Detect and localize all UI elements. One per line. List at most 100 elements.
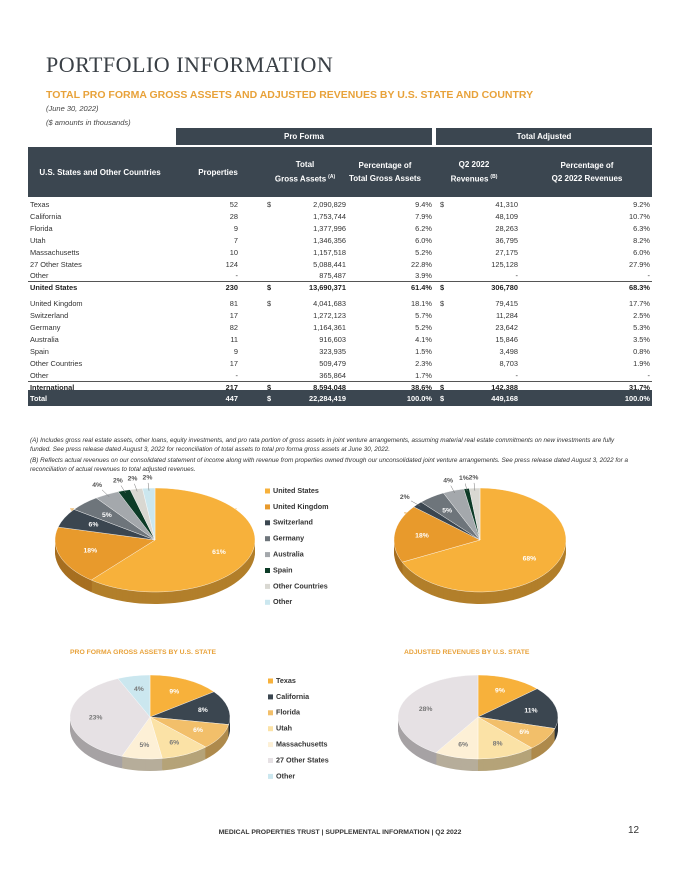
legend-swatch <box>268 726 273 732</box>
table-cell: $ <box>267 283 272 293</box>
column-header-line: Q2 2022 <box>458 160 490 170</box>
group-header: Total Adjusted <box>516 132 572 141</box>
leader-line <box>450 485 455 494</box>
column-header: Percentage of Q2 2022 Revenues <box>517 147 657 197</box>
table-cell: Utah <box>30 235 46 245</box>
table-cell: 1,272,123 <box>313 311 346 321</box>
table-cell: 6.0% <box>415 235 432 245</box>
table-cell: 125,128 <box>491 259 518 269</box>
table-cell: Massachusetts <box>30 247 80 257</box>
column-header-line: Percentage of <box>560 161 614 170</box>
table-cell: 3.5% <box>633 335 650 344</box>
table-cell: $ <box>440 393 445 403</box>
subtotal-rule <box>28 380 652 382</box>
table-cell: United Kingdom <box>30 299 83 309</box>
table-cell: 52 <box>229 200 238 209</box>
table-cell: Other <box>30 370 49 380</box>
table-cell: 10 <box>229 247 238 257</box>
chart-title: PRO FORMA GROSS ASSETS BY U.S. STATE <box>70 649 216 656</box>
table-cell: 7 <box>233 235 238 245</box>
table-cell: 61.4% <box>411 283 432 293</box>
table-cell: $ <box>267 382 272 392</box>
table-cell: 8,594,048 <box>313 382 346 392</box>
column-header-line: Gross Assets (A) <box>274 174 336 184</box>
slice-label: 23% <box>89 715 103 722</box>
table-cell: 2.5% <box>633 311 650 321</box>
table-cell: $ <box>440 299 445 309</box>
column-header-line: Percentage of <box>358 161 412 170</box>
table-cell: 9.4% <box>415 200 432 209</box>
table-cell: Florida <box>30 223 53 233</box>
column-header-line: Revenues (B) <box>450 174 498 184</box>
table-cell: 1.5% <box>415 346 432 356</box>
table-cell: 31.7% <box>629 382 650 392</box>
slice <box>397 674 479 753</box>
slice-label: 61% <box>212 549 226 556</box>
table-cell: 5.3% <box>633 323 650 333</box>
table-cell: 11 <box>230 335 238 344</box>
page-number: 12 <box>628 825 640 836</box>
table-cell: 3,498 <box>499 346 519 356</box>
slice <box>393 506 481 563</box>
table-cell: 2,090,829 <box>313 200 346 209</box>
slice <box>477 688 559 729</box>
slice-label: 5% <box>442 508 452 515</box>
table-cell: 1,753,744 <box>313 211 346 221</box>
table-cell: 323,935 <box>319 346 346 356</box>
table-cell: 9 <box>233 346 238 356</box>
table-cell: 1.7% <box>415 370 432 380</box>
table-cell: 5.2% <box>415 323 432 333</box>
table-cell: 509,479 <box>319 358 346 368</box>
table-cell: 0.8% <box>633 346 650 356</box>
table-cell: 4.1% <box>415 335 432 344</box>
table-cell: 7.9% <box>415 211 432 221</box>
slice-label: 2% <box>400 494 410 501</box>
slice-label: 6% <box>458 741 468 748</box>
table-cell: 23,642 <box>495 323 518 333</box>
slice-label: 1% <box>459 475 469 482</box>
legend-swatch <box>268 742 273 748</box>
table-cell: 18.1% <box>411 299 432 309</box>
table-cell: $ <box>267 200 272 209</box>
table-cell: 1,164,361 <box>313 323 346 333</box>
leader-line <box>410 500 421 507</box>
table-cell: 82 <box>229 323 238 333</box>
slice-label: 8% <box>493 740 503 747</box>
table-cell: 28,263 <box>495 223 518 233</box>
table-cell: Texas <box>30 200 50 209</box>
slice <box>149 674 215 718</box>
legend-label: California <box>276 692 310 701</box>
legend-swatch <box>265 568 270 573</box>
slice-label: 2% <box>128 476 138 483</box>
legend-swatch <box>265 504 270 510</box>
table-cell: 5.7% <box>415 311 432 321</box>
column-header-line: Q2 2022 Revenues <box>551 174 623 183</box>
table-cell: 1,157,518 <box>313 247 346 257</box>
table-cell: 916,603 <box>319 335 346 344</box>
table-cell: 4,041,683 <box>313 299 346 309</box>
column-header-line: Total Gross Assets <box>348 174 422 183</box>
table-cell: 6.0% <box>633 247 650 257</box>
legend-swatch <box>265 488 270 494</box>
legend-label: Utah <box>276 724 292 733</box>
table-cell: 875,487 <box>319 271 346 281</box>
table-cell: Switzerland <box>30 311 69 321</box>
table-cell: 38.6% <box>411 382 432 392</box>
table-cell: Spain <box>30 346 49 356</box>
table-cell: 11,284 <box>495 311 518 321</box>
table-cell: $ <box>440 200 445 209</box>
slice-label: 5% <box>139 742 149 749</box>
leader-line <box>464 483 468 492</box>
footnote: (A) Includes gross real estate assets, o… <box>30 437 615 453</box>
table-cell: 100.0% <box>624 393 650 403</box>
table-cell: - <box>515 370 518 380</box>
column-header: Percentage of Total Gross Assets <box>315 147 455 197</box>
table-cell: 3.9% <box>415 271 432 281</box>
legend-swatch <box>265 552 270 558</box>
table-cell: 48,109 <box>495 211 518 221</box>
legend-swatch <box>265 536 270 542</box>
table-cell: 6.3% <box>633 223 650 233</box>
column-header: Q2 2022 Revenues (B) <box>404 147 544 197</box>
leader-line <box>147 482 150 491</box>
table-cell: 22.8% <box>411 259 432 269</box>
